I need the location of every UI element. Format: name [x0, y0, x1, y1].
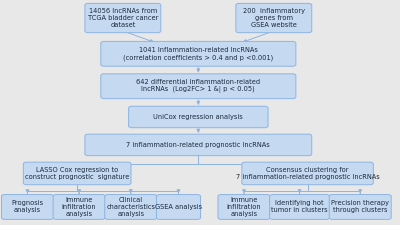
- FancyBboxPatch shape: [329, 195, 391, 219]
- Text: 1041 Inflammation-related lncRNAs
(correlation coefficients > 0.4 and p <0.001): 1041 Inflammation-related lncRNAs (corre…: [123, 47, 274, 61]
- FancyBboxPatch shape: [53, 195, 105, 219]
- Text: LASSO Cox regression to
construct prognostic  signature: LASSO Cox regression to construct progno…: [25, 167, 129, 180]
- Text: GSEA analysis: GSEA analysis: [155, 204, 202, 210]
- FancyBboxPatch shape: [242, 162, 373, 185]
- FancyBboxPatch shape: [23, 162, 131, 185]
- FancyBboxPatch shape: [85, 3, 161, 33]
- Text: Clinical
characteristics
analysis: Clinical characteristics analysis: [106, 197, 155, 217]
- Text: 200  inflammatory
genes from
GSEA website: 200 inflammatory genes from GSEA website: [243, 8, 305, 28]
- Text: 7 inflammation-related prognostic lncRNAs: 7 inflammation-related prognostic lncRNA…: [126, 142, 270, 148]
- FancyBboxPatch shape: [2, 195, 54, 219]
- FancyBboxPatch shape: [236, 3, 312, 33]
- FancyBboxPatch shape: [101, 74, 296, 99]
- Text: Immune
infiltration
analysis: Immune infiltration analysis: [227, 197, 261, 217]
- FancyBboxPatch shape: [218, 195, 270, 219]
- Text: Prognosis
analysis: Prognosis analysis: [12, 200, 44, 214]
- FancyBboxPatch shape: [156, 195, 200, 219]
- FancyBboxPatch shape: [129, 106, 268, 128]
- Text: 14056 lncRNAs from
TCGA bladder cancer
dataset: 14056 lncRNAs from TCGA bladder cancer d…: [88, 8, 158, 28]
- Text: Identifying hot
tumor in clusters: Identifying hot tumor in clusters: [271, 200, 328, 214]
- FancyBboxPatch shape: [105, 195, 157, 219]
- FancyBboxPatch shape: [85, 134, 312, 156]
- Text: Immune
infiltration
analysis: Immune infiltration analysis: [62, 197, 96, 217]
- FancyBboxPatch shape: [101, 41, 296, 66]
- Text: UniCox regression analysis: UniCox regression analysis: [154, 114, 243, 120]
- Text: Consensus clustering for
7 inflammation-related prognostic lncRNAs: Consensus clustering for 7 inflammation-…: [236, 167, 380, 180]
- FancyBboxPatch shape: [270, 195, 330, 219]
- Text: Precision therapy
through clusters: Precision therapy through clusters: [331, 200, 389, 214]
- Text: 642 differential inflammation-related
lncRNAs  (Log2FC> 1 &| p < 0.05): 642 differential inflammation-related ln…: [136, 79, 260, 93]
